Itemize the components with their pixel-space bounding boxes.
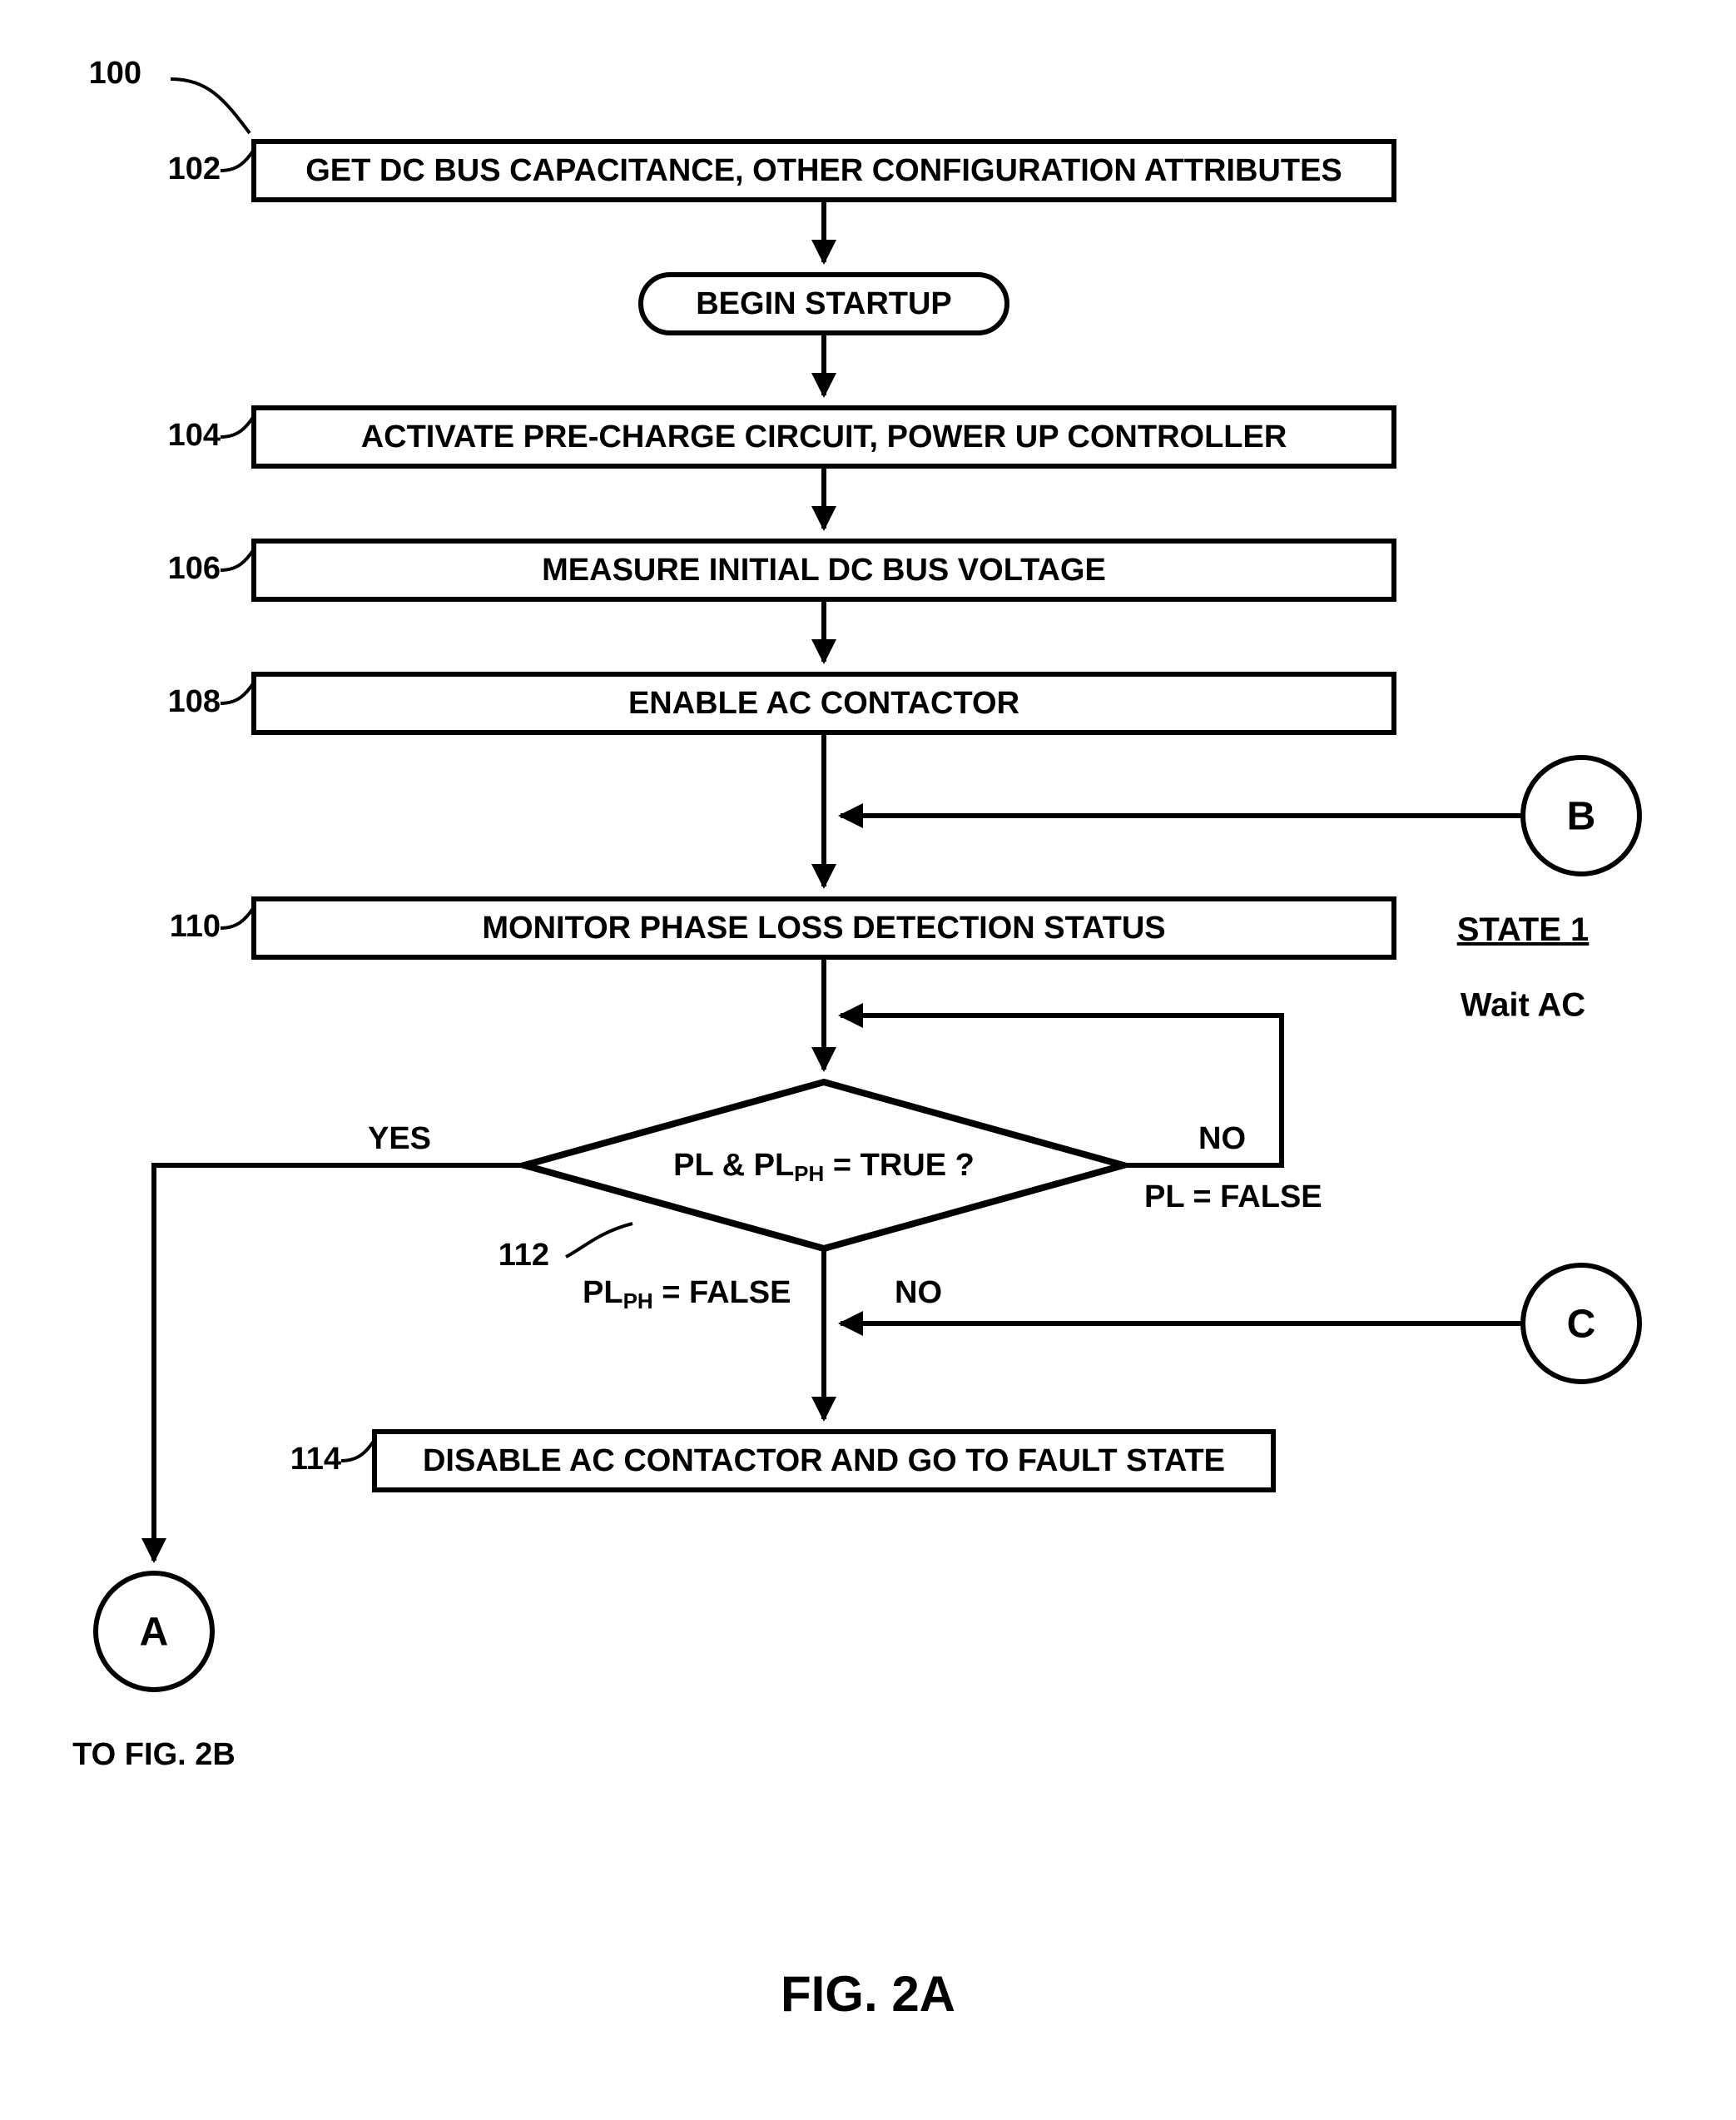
svg-text:FIG. 2A: FIG. 2A: [781, 1966, 955, 2022]
svg-text:MONITOR PHASE LOSS DETECTION S: MONITOR PHASE LOSS DETECTION STATUS: [482, 911, 1165, 946]
svg-text:NO: NO: [895, 1275, 942, 1310]
svg-text:114: 114: [290, 1442, 341, 1477]
svg-text:104: 104: [168, 418, 221, 453]
svg-text:110: 110: [170, 909, 221, 944]
svg-text:YES: YES: [368, 1121, 431, 1156]
arrow: [154, 1165, 524, 1561]
svg-text:PL & PLPH = TRUE ?: PL & PLPH = TRUE ?: [673, 1148, 975, 1186]
svg-text:NO: NO: [1198, 1121, 1246, 1156]
svg-text:Wait AC: Wait AC: [1461, 987, 1585, 1024]
svg-text:108: 108: [168, 684, 221, 719]
svg-text:DISABLE AC CONTACTOR AND GO TO: DISABLE AC CONTACTOR AND GO TO FAULT STA…: [423, 1443, 1225, 1478]
svg-text:ENABLE AC CONTACTOR: ENABLE AC CONTACTOR: [628, 686, 1019, 721]
svg-text:C: C: [1567, 1303, 1596, 1347]
svg-text:106: 106: [168, 551, 221, 586]
svg-text:A: A: [140, 1611, 169, 1655]
svg-text:100: 100: [89, 56, 141, 91]
svg-text:112: 112: [498, 1238, 549, 1273]
svg-text:BEGIN STARTUP: BEGIN STARTUP: [696, 286, 952, 321]
svg-text:TO FIG. 2B: TO FIG. 2B: [72, 1737, 236, 1772]
svg-text:STATE 1: STATE 1: [1457, 911, 1590, 948]
svg-text:B: B: [1567, 795, 1596, 839]
svg-text:ACTIVATE PRE-CHARGE CIRCUIT, P: ACTIVATE PRE-CHARGE CIRCUIT, POWER UP CO…: [361, 420, 1287, 454]
svg-text:MEASURE INITIAL DC BUS VOLTAGE: MEASURE INITIAL DC BUS VOLTAGE: [542, 553, 1106, 588]
svg-text:PL = FALSE: PL = FALSE: [1144, 1179, 1322, 1214]
svg-text:PLPH = FALSE: PLPH = FALSE: [583, 1275, 791, 1313]
svg-text:102: 102: [168, 151, 221, 186]
svg-text:GET DC BUS CAPACITANCE, OTHER: GET DC BUS CAPACITANCE, OTHER CONFIGURAT…: [305, 153, 1342, 188]
